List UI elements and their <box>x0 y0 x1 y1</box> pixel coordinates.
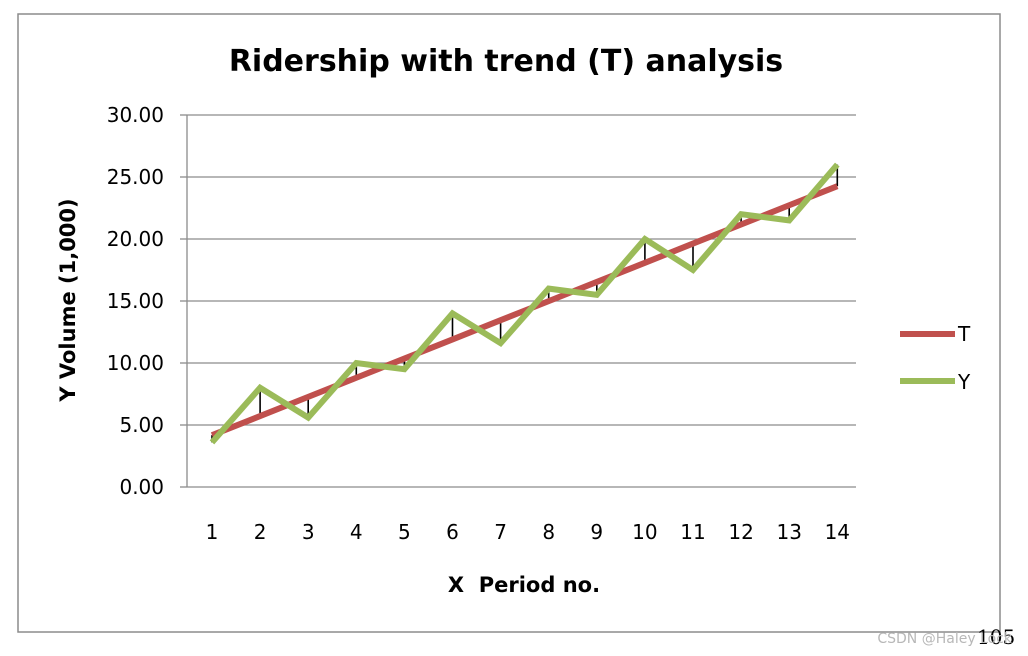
grid <box>180 114 856 488</box>
y-tick-label: 5.00 <box>119 413 164 437</box>
x-axis-title: X Period no. <box>448 573 600 597</box>
x-tick-labels: 1 2 3 4 5 6 7 8 9 10 11 12 13 14 <box>206 520 850 544</box>
x-tick-label: 11 <box>680 520 705 544</box>
x-tick-label: 10 <box>632 520 657 544</box>
y-tick-label: 0.00 <box>119 475 164 499</box>
legend-label-y: Y <box>957 370 971 394</box>
x-tick-label: 13 <box>776 520 801 544</box>
x-tick-label: 5 <box>398 520 411 544</box>
chart-title: Ridership with trend (T) analysis <box>229 44 783 79</box>
legend-label-t: T <box>957 322 971 346</box>
series-lines <box>209 162 840 445</box>
y-tick-label: 25.00 <box>107 165 164 189</box>
y-axis-title: Y Volume (1,000) <box>56 198 80 402</box>
legend: T Y <box>900 322 971 394</box>
x-tick-label: 12 <box>728 520 753 544</box>
series-line-y <box>209 162 840 445</box>
x-tick-label: 4 <box>350 520 363 544</box>
x-tick-label: 3 <box>302 520 315 544</box>
chart-border <box>17 13 1001 633</box>
page-number: 105 <box>977 625 1015 649</box>
y-tick-label: 20.00 <box>107 227 164 251</box>
x-tick-label: 2 <box>254 520 267 544</box>
x-tick-label: 1 <box>206 520 219 544</box>
y-tick-label: 10.00 <box>107 351 164 375</box>
y-tick-labels: 0.00 5.00 10.00 15.00 20.00 25.00 30.00 <box>107 103 164 499</box>
y-tick-label: 15.00 <box>107 289 164 313</box>
x-tick-label: 8 <box>542 520 555 544</box>
x-tick-label: 14 <box>825 520 850 544</box>
x-tick-label: 6 <box>446 520 459 544</box>
x-tick-label: 9 <box>590 520 603 544</box>
y-tick-label: 30.00 <box>107 103 164 127</box>
x-tick-label: 7 <box>494 520 507 544</box>
watermark: CSDN @Haley Lock <box>877 631 1013 647</box>
